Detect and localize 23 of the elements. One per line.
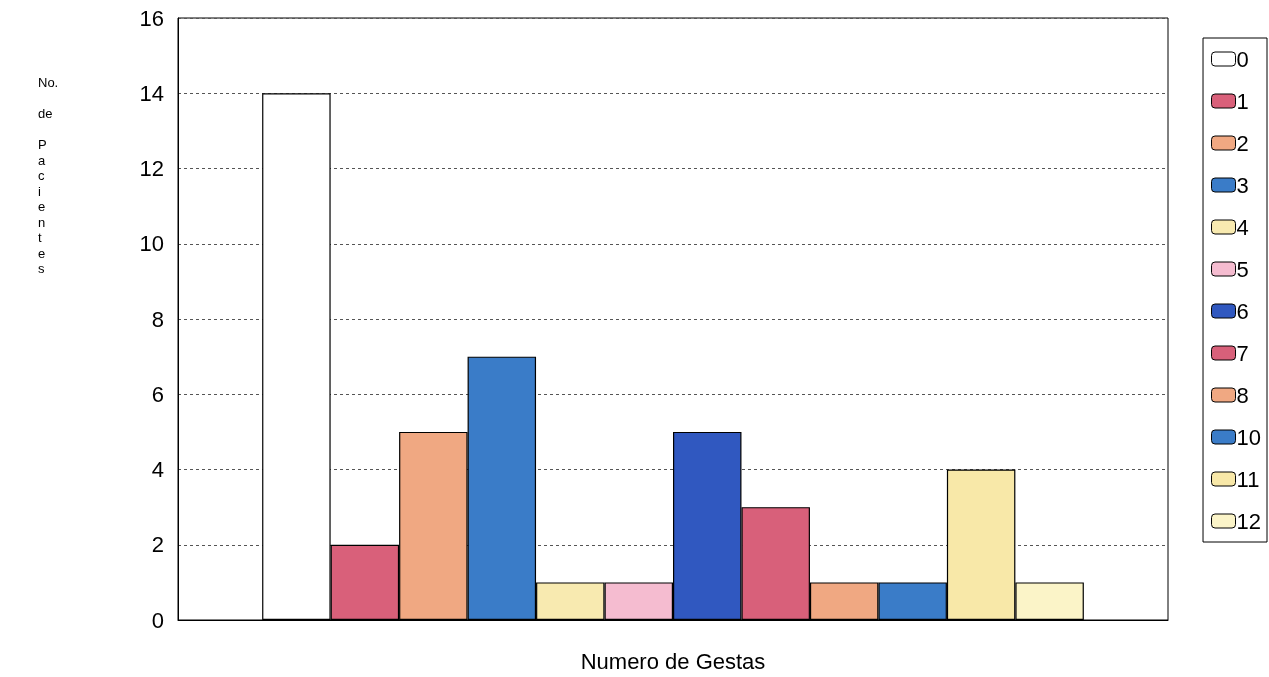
legend-label: 6 [1236, 298, 1249, 324]
y-tick-label: 6 [151, 381, 164, 407]
legend-label: 7 [1236, 340, 1249, 366]
y-tick-label: 0 [151, 607, 164, 633]
legend-label: 4 [1236, 214, 1249, 240]
y-tick-label: 14 [139, 80, 164, 106]
legend-label: 8 [1236, 382, 1249, 408]
legend-label: 12 [1236, 508, 1262, 534]
legend-label: 11 [1236, 466, 1260, 492]
legend-label: 5 [1236, 256, 1249, 282]
y-tick-label: 4 [151, 457, 164, 482]
x-axis-title: Numero de Gestas [580, 648, 766, 674]
legend-label: 10 [1236, 424, 1262, 450]
y-tick-label: 12 [139, 156, 164, 181]
legend-label: 2 [1236, 130, 1249, 156]
legend-label: 3 [1236, 172, 1249, 198]
text: No. de Pacientes [38, 75, 59, 277]
legend-label: 0 [1236, 46, 1249, 72]
y-tick-label: 2 [151, 532, 164, 558]
y-tick-label: 16 [139, 5, 164, 31]
y-tick-label: 10 [139, 231, 164, 257]
legend-label: 1 [1236, 88, 1249, 114]
y-tick-label: 8 [151, 306, 164, 332]
